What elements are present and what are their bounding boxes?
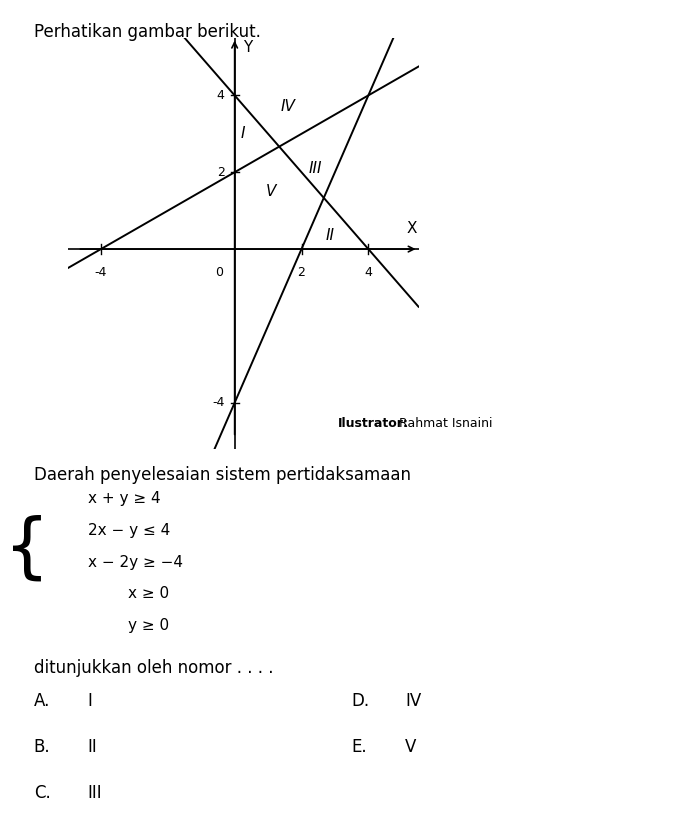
Text: x + y ≥ 4: x + y ≥ 4 (88, 491, 161, 506)
Text: x − 2y ≥ −4: x − 2y ≥ −4 (88, 555, 183, 570)
Text: III: III (308, 161, 321, 176)
Text: B.: B. (34, 738, 51, 756)
Text: 2x − y ≤ 4: 2x − y ≤ 4 (88, 523, 170, 538)
Text: II: II (325, 228, 334, 243)
Text: I: I (241, 127, 245, 141)
Text: 2: 2 (217, 166, 225, 179)
Text: Perhatikan gambar berikut.: Perhatikan gambar berikut. (34, 23, 261, 41)
Text: Ilustrator:: Ilustrator: (338, 417, 408, 430)
Text: 4: 4 (364, 266, 373, 279)
Text: -4: -4 (95, 266, 107, 279)
Text: A.: A. (34, 692, 50, 710)
Text: Daerah penyelesaian sistem pertidaksamaan: Daerah penyelesaian sistem pertidaksamaa… (34, 466, 411, 483)
Text: y ≥ 0: y ≥ 0 (128, 618, 169, 633)
Text: -4: -4 (212, 396, 225, 409)
Text: IV: IV (281, 99, 296, 114)
Text: Y: Y (243, 39, 252, 55)
Text: 2: 2 (298, 266, 305, 279)
Text: x ≥ 0: x ≥ 0 (128, 586, 169, 602)
Text: 0: 0 (215, 266, 223, 279)
Text: C.: C. (34, 784, 51, 802)
Text: E.: E. (351, 738, 367, 756)
Text: 4: 4 (217, 89, 225, 102)
Text: {: { (4, 515, 50, 584)
Text: III: III (88, 784, 103, 802)
Text: D.: D. (351, 692, 369, 710)
Text: IV: IV (405, 692, 421, 710)
Text: II: II (88, 738, 97, 756)
Text: X: X (406, 221, 417, 236)
Text: V: V (266, 184, 277, 199)
Text: I: I (88, 692, 92, 710)
Text: ditunjukkan oleh nomor . . . .: ditunjukkan oleh nomor . . . . (34, 659, 273, 676)
Text: Rahmat Isnaini: Rahmat Isnaini (395, 417, 492, 430)
Text: V: V (405, 738, 416, 756)
